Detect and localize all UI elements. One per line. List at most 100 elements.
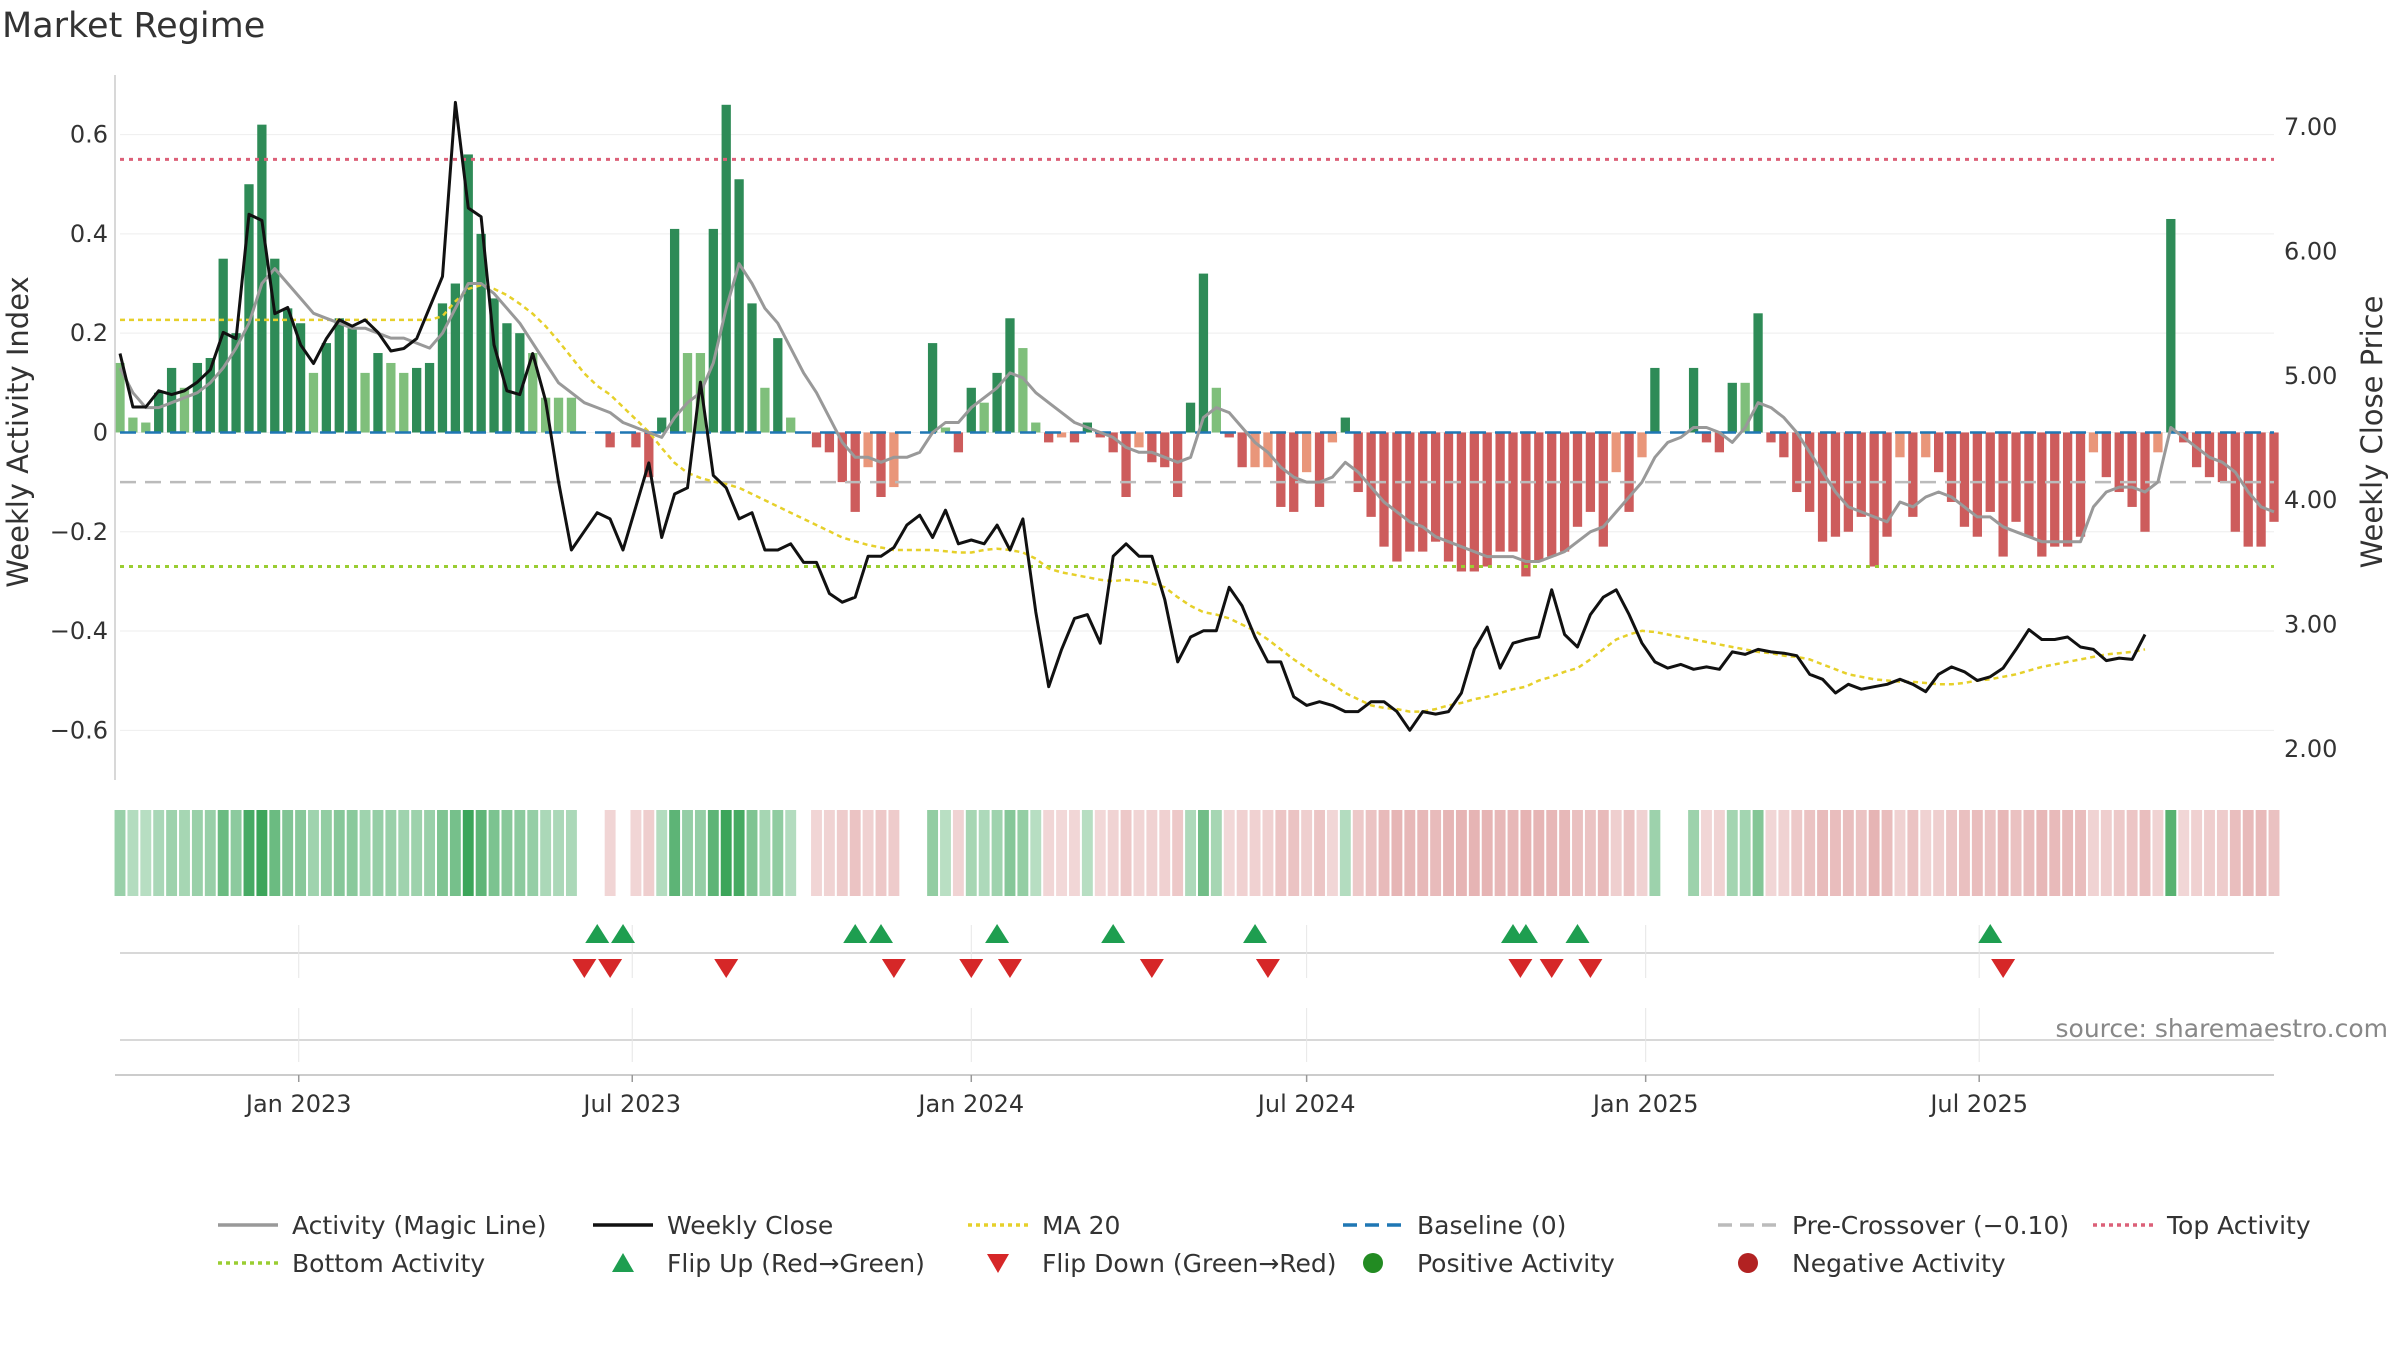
regime-cell [411, 810, 423, 896]
activity-bar [502, 323, 512, 433]
activity-bar [1547, 432, 1557, 557]
x-tick-label: Jul 2023 [581, 1090, 681, 1118]
regime-cell [114, 810, 126, 896]
activity-bar [2256, 432, 2266, 547]
activity-bars [115, 104, 2279, 577]
regime-cell [1842, 810, 1854, 896]
activity-bar [2088, 432, 2099, 453]
regime-cell [1210, 810, 1222, 896]
regime-cell [733, 810, 745, 896]
regime-cell [1559, 810, 1571, 896]
legend-label: MA 20 [1042, 1211, 1120, 1240]
activity-bar [1147, 432, 1157, 463]
activity-bar [399, 372, 409, 433]
legend-label: Pre-Crossover (−0.10) [1792, 1211, 2069, 1240]
y-left-tick-label: −0.2 [50, 518, 108, 546]
regime-cell [875, 810, 887, 896]
legend-label: Activity (Magic Line) [292, 1211, 546, 1240]
regime-cell [2087, 810, 2099, 896]
regime-cell [2255, 810, 2267, 896]
regime-cell [2204, 810, 2215, 896]
x-tick-label: Jan 2023 [244, 1090, 352, 1118]
activity-bar [1792, 432, 1802, 493]
activity-bar [295, 323, 306, 433]
flip-down-marker [1508, 959, 1533, 978]
activity-bar [283, 308, 293, 433]
y-left-tick-label: −0.6 [50, 716, 108, 744]
regime-cell [1159, 810, 1171, 896]
regime-cell [1572, 810, 1583, 896]
regime-cell [849, 810, 861, 896]
regime-cell [1933, 810, 1945, 896]
legend-label: Weekly Close [667, 1211, 833, 1240]
activity-bar [979, 402, 989, 433]
regime-cell [1391, 810, 1403, 896]
activity-bar [1173, 432, 1183, 498]
regime-cell [191, 810, 203, 896]
activity-bar [1340, 417, 1350, 433]
activity-bar [321, 343, 332, 433]
flip-up-marker [985, 924, 1010, 943]
flip-up-marker [611, 924, 636, 943]
y-left-tick-label: 0 [93, 418, 108, 446]
regime-cell [914, 810, 926, 896]
regime-cell [2152, 810, 2164, 896]
regime-cell [1713, 810, 1725, 896]
flip-up-marker [1243, 924, 1268, 943]
regime-cell [153, 810, 165, 896]
activity-bar [1908, 432, 1918, 517]
y-right-tick-label: 2.00 [2284, 735, 2337, 763]
regime-cell [295, 810, 307, 896]
regime-cell [1675, 810, 1687, 896]
activity-bar [141, 422, 151, 433]
activity-bar [1224, 432, 1234, 438]
activity-bar [1559, 432, 1570, 552]
activity-bar [1727, 382, 1737, 433]
reference-lines [120, 157, 2274, 569]
legend-swatch [987, 1254, 1009, 1273]
flip-down-marker [881, 959, 906, 978]
activity-bar [1314, 432, 1325, 507]
regime-cell [1584, 810, 1596, 896]
regime-cell [2178, 810, 2190, 896]
activity-bar [1031, 422, 1041, 433]
activity-bar [489, 298, 499, 433]
series-lines [118, 100, 2275, 732]
regime-cell [2165, 810, 2177, 896]
regime-cell [333, 810, 345, 896]
regime-cell [1662, 810, 1674, 896]
activity-bar [1198, 273, 1209, 433]
regime-cell [1636, 810, 1648, 896]
activity-bar [1095, 432, 1105, 438]
activity-bar [850, 432, 860, 512]
activity-bar [1998, 432, 2008, 557]
axes: 0.6 0.4 0.2 0 −0.2 −0.4 −0.6 7.00 6.00 5.00 4.00 3.… [1, 75, 2389, 780]
regime-cell [1172, 810, 1184, 896]
regime-cell [1958, 810, 1970, 896]
activity-bar [1534, 432, 1544, 562]
regime-cell [514, 810, 526, 896]
regime-cell [2036, 810, 2048, 896]
activity-bar [2269, 432, 2279, 522]
activity-bar [373, 353, 383, 433]
legend: Activity (Magic Line) Weekly Close MA 20 Ba… [218, 1211, 2311, 1278]
chart-title: Market Regime [2, 6, 266, 46]
activity-bar [128, 417, 138, 433]
regime-cell [1649, 810, 1661, 896]
y-right-tick-label: 3.00 [2284, 611, 2337, 639]
flip-down-marker [1255, 959, 1280, 978]
regime-cell [630, 810, 642, 896]
regime-cell [1946, 810, 1957, 896]
activity-bar [773, 338, 783, 433]
regime-cell [449, 810, 461, 896]
activity-bar [837, 432, 847, 483]
activity-bar [553, 397, 564, 433]
activity-bar [1740, 382, 1750, 433]
y-left-axis-label: Weekly Activity Index [1, 276, 35, 587]
regime-cell [1881, 810, 1893, 896]
activity-bar [1779, 432, 1789, 458]
activity-bar [2166, 218, 2176, 433]
regime-cell [2075, 810, 2086, 896]
regime-cell [1043, 810, 1055, 896]
regime-cell [1455, 810, 1467, 896]
